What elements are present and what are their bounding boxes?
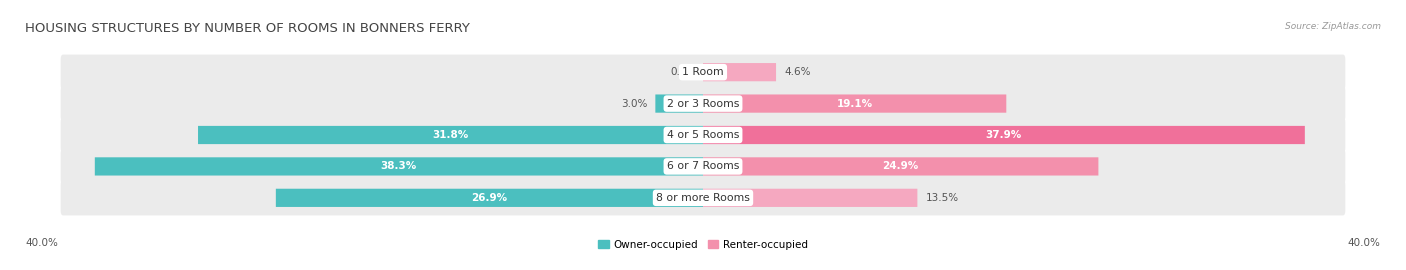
Text: 37.9%: 37.9% (986, 130, 1022, 140)
Text: 4.6%: 4.6% (785, 67, 810, 77)
FancyBboxPatch shape (655, 94, 703, 113)
FancyBboxPatch shape (94, 157, 703, 176)
Text: 2 or 3 Rooms: 2 or 3 Rooms (666, 99, 740, 109)
Text: 0.0%: 0.0% (671, 67, 696, 77)
Text: 40.0%: 40.0% (25, 238, 58, 248)
Text: Source: ZipAtlas.com: Source: ZipAtlas.com (1285, 22, 1381, 31)
Text: 38.3%: 38.3% (381, 161, 418, 171)
FancyBboxPatch shape (276, 189, 703, 207)
Legend: Owner-occupied, Renter-occupied: Owner-occupied, Renter-occupied (595, 236, 811, 254)
Text: 19.1%: 19.1% (837, 99, 873, 109)
FancyBboxPatch shape (703, 63, 776, 81)
FancyBboxPatch shape (703, 189, 917, 207)
Text: 31.8%: 31.8% (433, 130, 468, 140)
Text: HOUSING STRUCTURES BY NUMBER OF ROOMS IN BONNERS FERRY: HOUSING STRUCTURES BY NUMBER OF ROOMS IN… (25, 22, 470, 35)
FancyBboxPatch shape (60, 55, 1346, 90)
Text: 1 Room: 1 Room (682, 67, 724, 77)
FancyBboxPatch shape (703, 94, 1007, 113)
Text: 4 or 5 Rooms: 4 or 5 Rooms (666, 130, 740, 140)
Text: 3.0%: 3.0% (621, 99, 647, 109)
FancyBboxPatch shape (60, 117, 1346, 153)
FancyBboxPatch shape (703, 126, 1305, 144)
Text: 24.9%: 24.9% (883, 161, 920, 171)
Text: 26.9%: 26.9% (471, 193, 508, 203)
Text: 8 or more Rooms: 8 or more Rooms (657, 193, 749, 203)
FancyBboxPatch shape (60, 149, 1346, 184)
FancyBboxPatch shape (60, 86, 1346, 121)
FancyBboxPatch shape (60, 180, 1346, 215)
Text: 40.0%: 40.0% (1348, 238, 1381, 248)
FancyBboxPatch shape (703, 157, 1098, 176)
Text: 6 or 7 Rooms: 6 or 7 Rooms (666, 161, 740, 171)
Text: 13.5%: 13.5% (925, 193, 959, 203)
FancyBboxPatch shape (198, 126, 703, 144)
